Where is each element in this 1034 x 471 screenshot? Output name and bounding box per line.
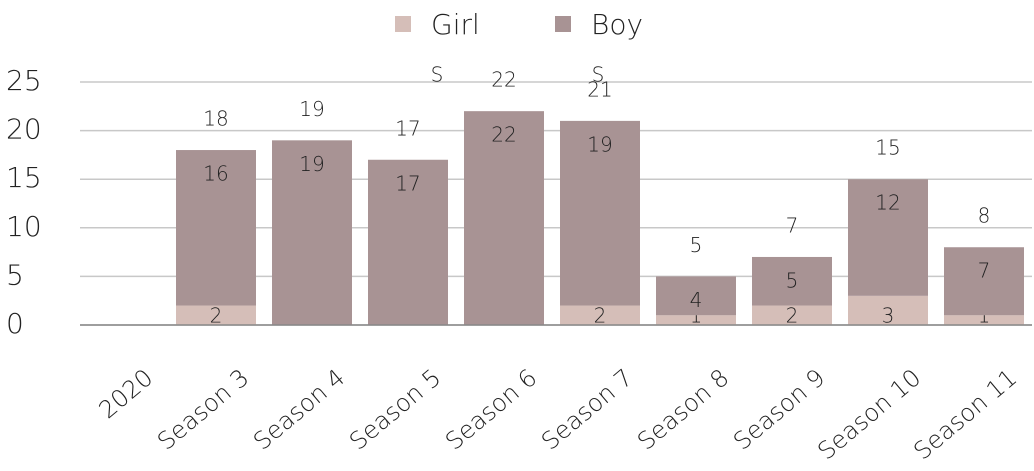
x-tick-label: Season 11: [908, 364, 1022, 466]
bar: [176, 305, 256, 325]
total-label: 5: [690, 233, 703, 257]
data-label: 17: [395, 171, 420, 195]
bar: [464, 111, 544, 325]
total-label: 15: [875, 136, 900, 160]
y-tick-label: 15: [6, 161, 42, 194]
bar: [176, 150, 256, 306]
bar: [560, 305, 640, 325]
x-tick-label: Season 3: [152, 364, 254, 456]
total-label: 17: [395, 116, 420, 140]
data-label: 2: [210, 304, 223, 328]
data-label: 19: [299, 152, 324, 176]
bar: [944, 315, 1024, 325]
bar: [272, 140, 352, 325]
legend-label: Girl: [431, 8, 480, 41]
data-label: 2: [786, 304, 799, 328]
bar: [656, 276, 736, 316]
legend-swatch: [395, 16, 411, 32]
total-label: 7: [786, 213, 799, 237]
y-tick-label: 5: [6, 258, 24, 291]
total-label: 21: [587, 77, 612, 101]
data-label: 2: [594, 304, 607, 328]
x-tick-label: Season 8: [632, 364, 734, 456]
y-tick-label: 0: [6, 307, 24, 340]
bar: [848, 295, 928, 325]
data-label: 5: [786, 268, 799, 292]
x-tick-label: Season 10: [812, 364, 926, 466]
y-tick-label: 10: [6, 210, 42, 243]
data-label: 4: [690, 288, 703, 312]
total-label: 22: [491, 68, 516, 92]
x-tick-label: Season 4: [248, 364, 350, 456]
bar: [848, 179, 928, 296]
total-label: 19: [299, 97, 324, 121]
bar: [944, 247, 1024, 316]
y-tick-label: 20: [6, 113, 42, 146]
bar: [560, 120, 640, 306]
annotation: S: [431, 63, 444, 87]
total-label: 8: [978, 204, 991, 228]
bar: [656, 315, 736, 325]
data-label: 22: [491, 123, 516, 147]
legend-label: Boy: [591, 8, 643, 41]
total-label: 18: [203, 107, 228, 131]
annotation: S: [592, 63, 605, 87]
x-tick-label: Season 5: [344, 364, 446, 456]
bar: [752, 305, 832, 325]
bar: [752, 256, 832, 306]
x-tick-label: Season 7: [536, 364, 638, 456]
data-label: 7: [978, 259, 991, 283]
x-tick-label: 2020: [94, 364, 159, 425]
y-tick-label: 25: [6, 64, 42, 97]
bar: [368, 159, 448, 325]
data-label: 3: [882, 304, 895, 328]
data-label: 19: [587, 132, 612, 156]
legend-swatch: [555, 16, 571, 32]
data-label: 12: [875, 191, 900, 215]
x-tick-label: Season 6: [440, 364, 542, 456]
data-label: 16: [203, 162, 228, 186]
